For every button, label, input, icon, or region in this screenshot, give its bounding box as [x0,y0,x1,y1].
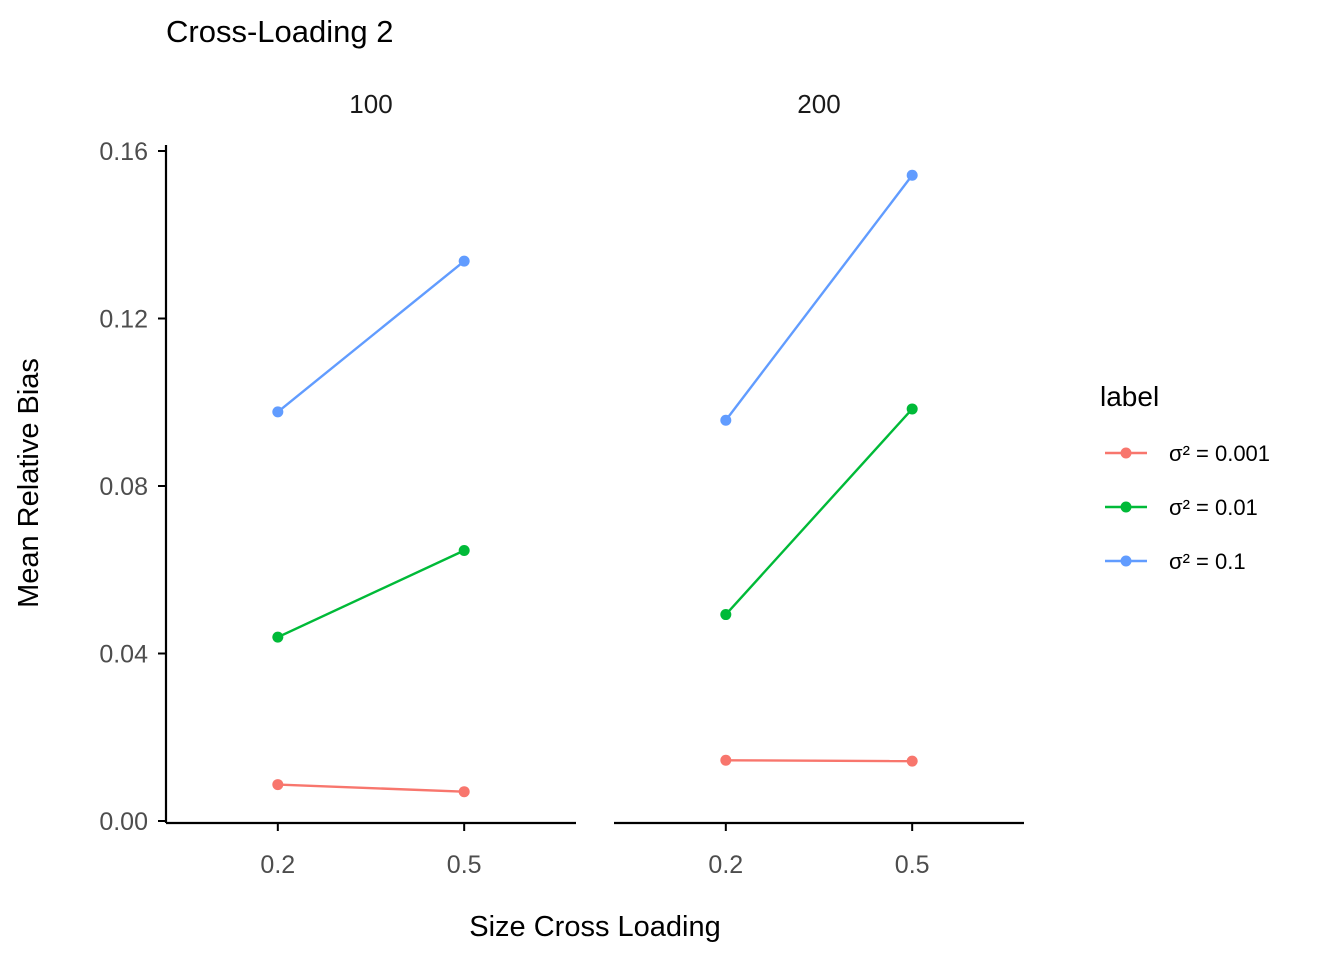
legend-key-point [1120,555,1132,567]
legend-title: label [1100,381,1159,412]
data-point [906,403,918,415]
data-point [906,755,918,767]
y-tick-label: 0.16 [99,138,148,166]
y-tick-label: 0.00 [99,808,148,836]
legend-key-point [1120,501,1132,513]
data-point [458,544,470,556]
legend-label: σ² = 0.01 [1169,495,1258,520]
data-point [906,169,918,181]
chart-panels: 0.2 0.5 0.2 0.5 [166,169,1024,879]
data-point [458,255,470,267]
y-tick-label: 0.12 [99,306,148,334]
data-point [720,414,732,426]
data-point [272,406,284,418]
data-point [720,609,732,621]
facet-panel-200: 0.2 0.5 [614,169,1024,879]
y-axis-title: Mean Relative Bias [13,358,45,608]
y-tick-label: 0.08 [99,473,148,501]
x-tick-label: 0.2 [260,851,295,879]
facet-panel-100: 0.2 0.5 [166,255,576,879]
legend-label: σ² = 0.1 [1169,549,1246,574]
data-point [720,754,732,766]
x-tick-label: 0.5 [447,851,482,879]
y-axis: 0.00 0.04 0.08 0.12 0.16 [99,138,168,836]
data-point [272,631,284,643]
legend-key-point [1120,447,1132,459]
series-line [724,408,914,616]
facet-label-100: 100 [349,89,392,119]
series-line [277,783,465,793]
series-line [725,759,913,763]
x-tick-label: 0.2 [708,851,743,879]
x-axis-title: Size Cross Loading [469,911,720,943]
facet-label-200: 200 [797,89,840,119]
series-line [724,174,914,421]
chart-title: Cross-Loading 2 [166,14,393,49]
series-line [277,260,465,413]
legend: label σ² = 0.001 σ² = 0.01 σ² = 0.1 [1100,381,1270,574]
series-line [277,549,465,639]
x-tick-label: 0.5 [895,851,930,879]
y-tick-label: 0.04 [99,641,148,669]
legend-label: σ² = 0.001 [1169,441,1270,466]
data-point [458,786,470,798]
data-point [272,779,284,791]
